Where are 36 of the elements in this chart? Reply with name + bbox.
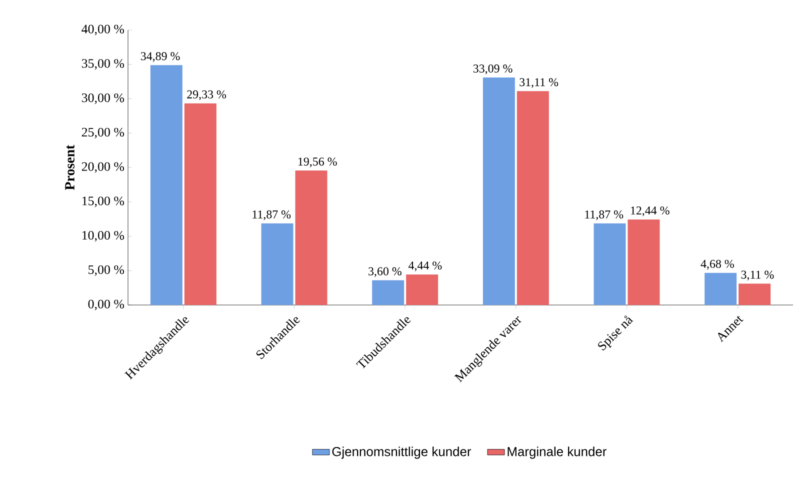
y-tick-label: 30,00 % [82, 93, 124, 104]
bar [295, 170, 328, 305]
data-label: 33,09 % [473, 64, 512, 74]
y-tick-label: 25,00 % [82, 128, 124, 138]
legend-label: Marginale kunder [508, 446, 607, 459]
data-label: 31,11 % [520, 78, 558, 88]
y-tick-label: 5,00 % [88, 265, 124, 276]
y-tick-label: 40,00 % [82, 24, 124, 36]
bar [738, 284, 771, 305]
bar [261, 223, 294, 305]
data-label: 11,87 % [585, 210, 624, 220]
bar [516, 91, 549, 305]
data-label: 4,68 % [700, 260, 734, 270]
bar [372, 280, 404, 305]
y-tick-label: 35,00 % [82, 59, 124, 70]
bar [184, 103, 216, 305]
bar [482, 78, 515, 305]
bar [406, 274, 438, 305]
legend-label: Gjennomsnittlige kunder [332, 446, 472, 459]
data-label: 12,44 % [631, 206, 670, 216]
y-axis-title: Prosent [65, 144, 74, 190]
data-label: 29,33 % [187, 90, 226, 100]
y-tick-label: 0,00 % [88, 300, 124, 310]
bar [594, 223, 626, 305]
bar [704, 272, 737, 305]
data-label: 19,56 % [298, 158, 337, 168]
y-tick-label: 15,00 % [82, 196, 124, 208]
y-tick-label: 20,00 % [82, 162, 124, 173]
data-label: 3,60 % [368, 267, 402, 278]
data-label: 3,11 % [741, 270, 774, 280]
data-label: 4,44 % [408, 261, 442, 272]
bar [628, 219, 660, 305]
data-label: 34,89 % [140, 52, 180, 62]
bar [150, 65, 182, 305]
data-label: 11,87 % [252, 210, 291, 220]
y-tick-label: 10,00 % [82, 230, 124, 242]
